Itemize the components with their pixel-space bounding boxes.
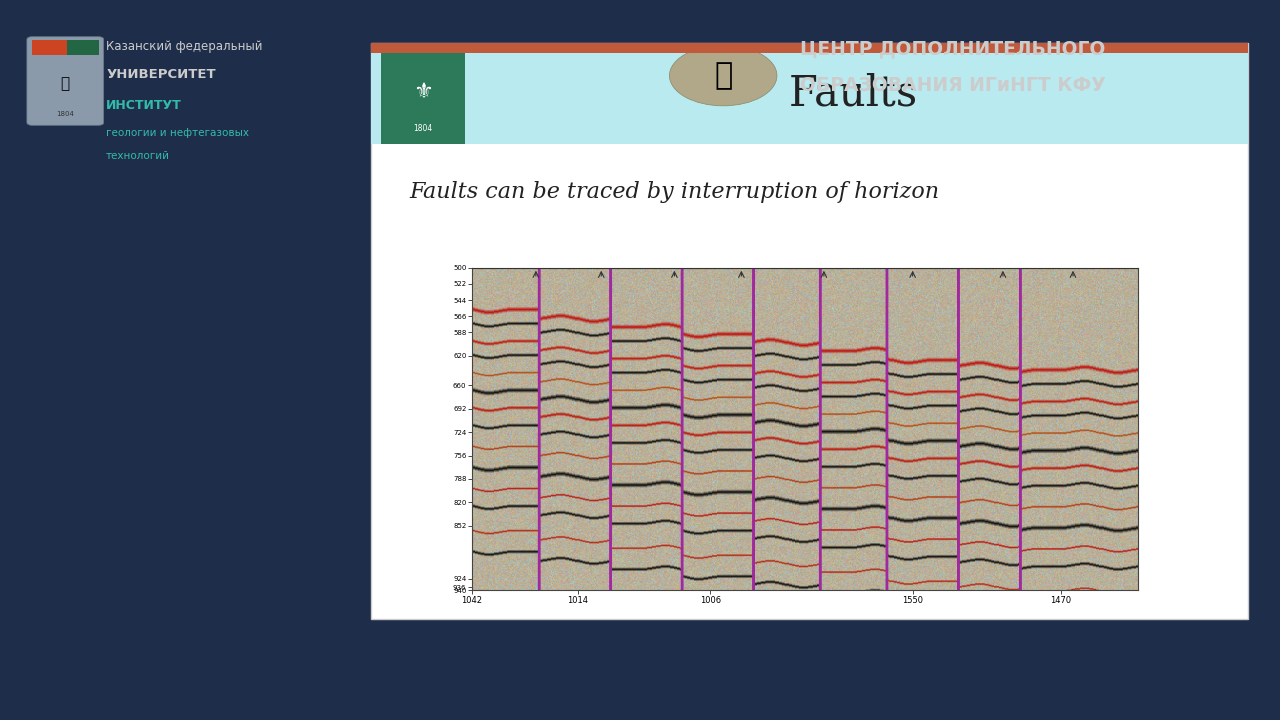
Bar xyxy=(371,43,1248,53)
Bar xyxy=(381,43,465,53)
Text: ИНСТИТУТ: ИНСТИТУТ xyxy=(106,99,182,112)
Text: Faults can be traced by interruption of horizon: Faults can be traced by interruption of … xyxy=(410,181,940,204)
Text: ⚜: ⚜ xyxy=(413,81,433,102)
FancyBboxPatch shape xyxy=(27,37,104,125)
Bar xyxy=(32,40,99,55)
Text: ОБРАЗОВАНИЯ ИГиНГТ КФУ: ОБРАЗОВАНИЯ ИГиНГТ КФУ xyxy=(800,76,1106,94)
Text: технологий: технологий xyxy=(106,151,170,161)
Text: Faults: Faults xyxy=(790,73,918,114)
Circle shape xyxy=(669,45,777,106)
Text: ЦЕНТР ДОПОЛНИТЕЛЬНОГО: ЦЕНТР ДОПОЛНИТЕЛЬНОГО xyxy=(800,40,1106,58)
Text: 🦁: 🦁 xyxy=(60,76,70,91)
Bar xyxy=(32,40,67,55)
Text: 1804: 1804 xyxy=(56,111,74,117)
Text: 🐚: 🐚 xyxy=(714,61,732,90)
Text: геологии и нефтегазовых: геологии и нефтегазовых xyxy=(106,128,250,138)
Bar xyxy=(371,43,1248,619)
Text: 1804: 1804 xyxy=(413,125,433,133)
Bar xyxy=(0,0,358,720)
Text: Казанский федеральный: Казанский федеральный xyxy=(106,40,262,53)
Bar xyxy=(371,43,1248,144)
Bar xyxy=(381,43,465,144)
Text: УНИВЕРСИТЕТ: УНИВЕРСИТЕТ xyxy=(106,68,216,81)
